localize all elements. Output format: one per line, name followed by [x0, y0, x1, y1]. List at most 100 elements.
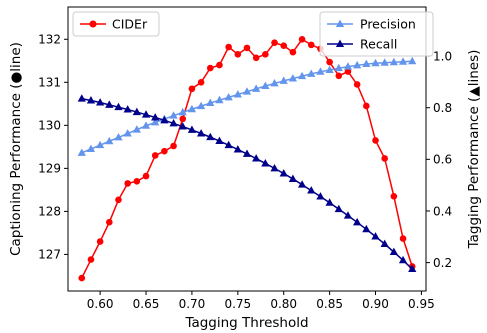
precision-point	[297, 71, 307, 80]
recall-point	[398, 255, 408, 264]
recall-point	[353, 217, 362, 226]
cider-point	[188, 85, 196, 93]
recall-point	[206, 132, 215, 141]
y-left-tick-label: 127	[38, 248, 61, 262]
precision-point	[105, 136, 114, 145]
precision-point	[123, 129, 132, 137]
cider-point	[344, 68, 352, 75]
cider-point	[353, 81, 361, 88]
recall-point	[114, 102, 123, 111]
cider-point	[216, 61, 223, 69]
y-left-axis-ticks: 127 128 129 130 131 132	[38, 33, 68, 262]
x-tick-label: 0.90	[362, 297, 389, 311]
cider-point	[390, 193, 398, 200]
cider-point	[106, 218, 113, 226]
cider-point	[142, 172, 150, 180]
precision-point	[178, 107, 187, 116]
cider-point	[252, 54, 260, 62]
recall-point	[151, 113, 160, 121]
x-tick-label: 0.85	[316, 297, 343, 311]
recall-point	[343, 211, 353, 219]
x-tick-label: 0.75	[224, 297, 251, 311]
precision-point	[96, 140, 105, 149]
precision-point	[242, 87, 252, 95]
cider-point	[151, 152, 159, 159]
x-tick-label: 0.60	[87, 297, 114, 311]
precision-point	[279, 76, 288, 84]
cider-point	[307, 41, 315, 49]
recall-point	[362, 224, 371, 233]
recall-point	[252, 154, 261, 162]
precision-point	[389, 57, 398, 66]
legend-precision-marker	[335, 19, 345, 27]
recall-point	[297, 180, 307, 188]
precision-point	[114, 132, 123, 141]
recall-point	[380, 239, 389, 248]
recall-point	[389, 247, 398, 256]
cider-point	[206, 64, 214, 72]
recall-point	[215, 136, 224, 144]
series-layer	[77, 35, 417, 282]
cider-point	[335, 72, 343, 80]
recall-point	[279, 169, 288, 177]
y-right-tick-label: 0.2	[433, 256, 452, 270]
precision-point	[325, 65, 334, 73]
legend-right-box	[319, 11, 434, 57]
precision-point	[86, 144, 96, 152]
cider-point	[399, 235, 407, 242]
recall-point	[196, 129, 206, 137]
y-left-tick-label: 130	[38, 119, 61, 133]
recall-point	[132, 107, 141, 116]
legend-cider-marker	[89, 20, 97, 28]
cider-point	[78, 274, 86, 282]
x-tick-label: 0.65	[133, 297, 160, 311]
cider-point	[243, 44, 251, 52]
cider-point	[271, 39, 278, 47]
recall-point	[371, 232, 380, 240]
precision-point	[343, 62, 353, 70]
precision-point	[187, 104, 197, 113]
y-left-axis-title: Captioning Performance (●line)	[8, 42, 24, 256]
precision-point	[371, 58, 380, 67]
precision-point	[288, 74, 298, 82]
cider-point	[170, 142, 177, 150]
recall-point	[316, 192, 325, 200]
cider-point	[124, 180, 131, 187]
x-tick-label: 0.70	[179, 297, 206, 311]
y-right-tick-label: 1.0	[433, 49, 452, 63]
precision-point	[307, 69, 316, 77]
legend-recall-label: Recall	[360, 37, 397, 52]
cider-point	[161, 147, 168, 155]
cider-point	[326, 58, 333, 66]
x-tick-label: 0.95	[408, 297, 435, 311]
precision-point	[224, 92, 233, 101]
cider-point	[381, 155, 388, 162]
recall-point	[178, 122, 187, 130]
recall-point	[160, 115, 169, 124]
recall-point	[288, 174, 298, 182]
precision-point	[316, 67, 325, 75]
recall-point	[123, 105, 132, 113]
precision-point	[380, 58, 389, 66]
x-tick-label: 0.80	[270, 297, 297, 311]
recall-point	[233, 145, 242, 153]
cider-point	[133, 177, 141, 185]
recall-point	[86, 96, 96, 104]
y-right-axis-title: Tagging Performance (▲lines)	[466, 50, 482, 250]
recall-point	[187, 125, 197, 133]
cider-point	[363, 102, 370, 110]
precision-point	[233, 90, 242, 98]
precision-point	[132, 125, 141, 133]
y-left-tick-label: 131	[38, 76, 61, 90]
cider-point	[179, 115, 187, 123]
precision-point	[77, 148, 86, 156]
precision-point	[408, 56, 417, 65]
y-right-tick-label: 0.6	[433, 153, 452, 167]
y-left-tick-label: 132	[38, 33, 61, 47]
cider-point	[96, 238, 104, 245]
precision-point	[353, 60, 362, 69]
cider-point	[289, 48, 297, 56]
recall-point	[307, 186, 316, 194]
recall-point	[408, 264, 417, 273]
